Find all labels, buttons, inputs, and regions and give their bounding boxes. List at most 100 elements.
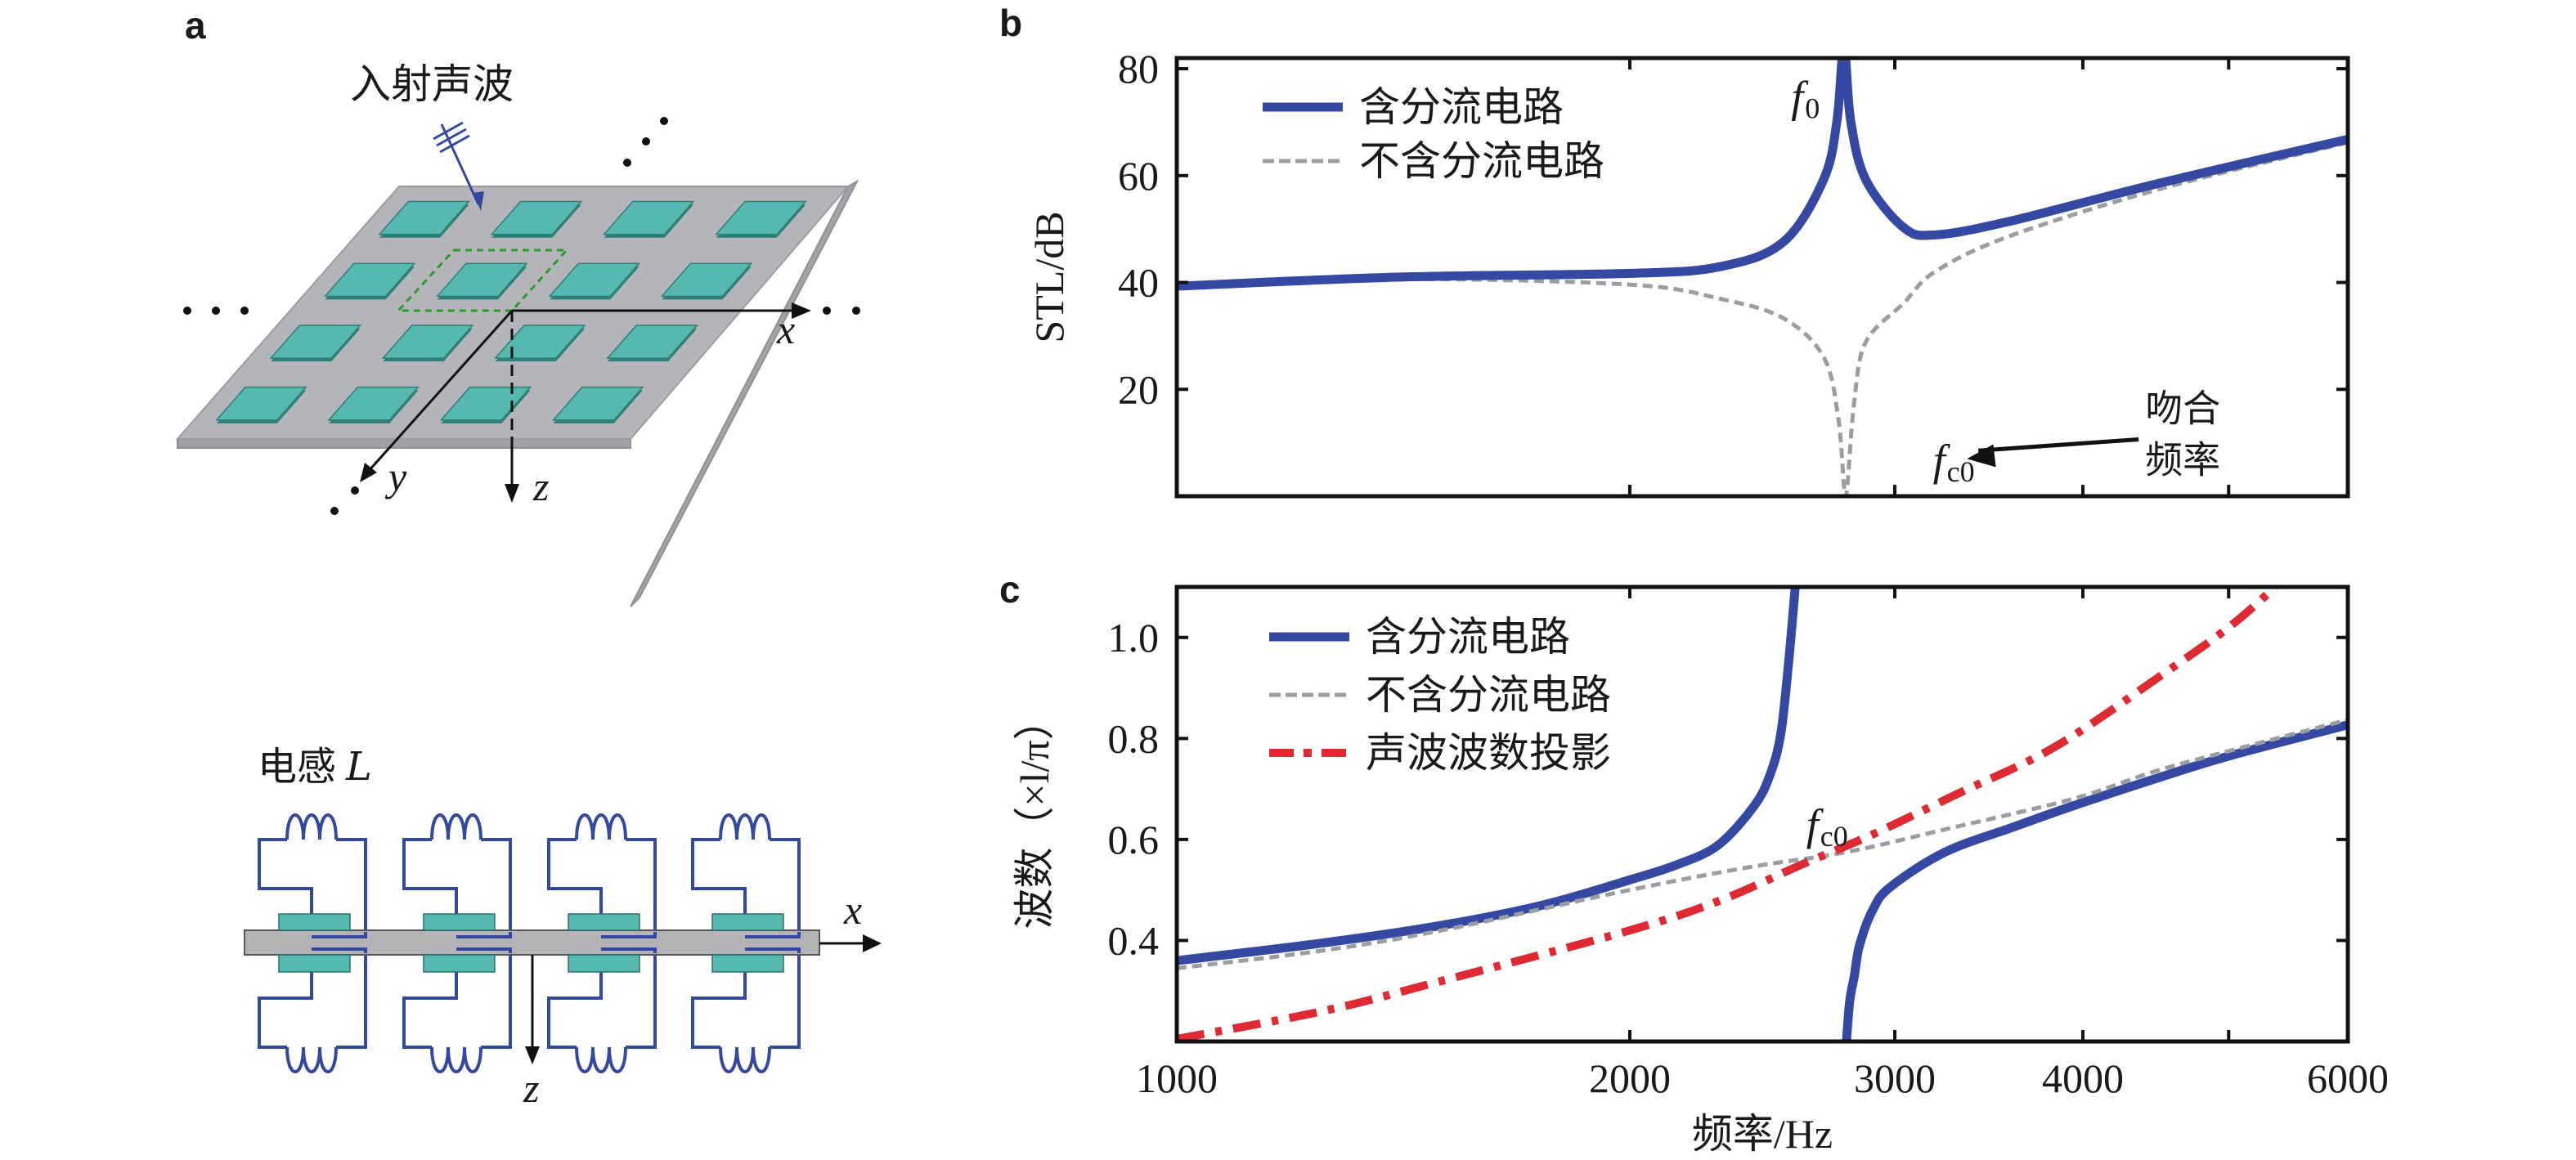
piezo-patch (269, 325, 362, 359)
inductor-coil-icon (430, 813, 482, 840)
annotation-arrow (1978, 437, 2139, 453)
piezo-pad-bottom (423, 954, 496, 973)
inductor-coil-icon (575, 813, 627, 840)
y-axis-title: STL/dB (1026, 211, 1072, 343)
panel-label-b: b (999, 2, 1022, 44)
y-tick-label: 80 (1118, 46, 1159, 92)
series-line-acoustic (1177, 587, 2278, 1041)
y-tick-label: 40 (1118, 260, 1159, 306)
piezo-pad-top (278, 913, 351, 931)
x-arrowhead-icon (792, 302, 811, 319)
beam (244, 929, 820, 956)
panel-c-wavenumber-chart: c 1000 2000 3000 4000 6000 0.4 0.6 0.8 1.0 波数（×l/… (999, 568, 2389, 1157)
piezo-pads (278, 913, 801, 973)
electrode-wire (601, 947, 657, 953)
circuit-z-arrowhead-icon (525, 1046, 540, 1064)
electrode-wire (312, 932, 367, 938)
panel-a-plate-diagram: a 入射声波 x y z (175, 4, 860, 607)
panel-label-a: a (185, 4, 206, 47)
piezo-pad-bottom (278, 954, 351, 973)
piezo-patch (378, 200, 470, 235)
legend-item: 声波波数投影 (1269, 729, 1611, 777)
arrowhead-icon (1967, 444, 1996, 468)
x-tick-label: 2000 (1589, 1055, 1671, 1101)
electrode-wire (456, 932, 512, 938)
y-arrowhead-icon (360, 463, 377, 482)
axis-label-y: y (384, 454, 407, 499)
electrode-wire (601, 932, 657, 938)
plate-side-right (630, 179, 859, 607)
series-group (1177, 587, 2348, 1041)
piezo-patch-array (215, 200, 807, 423)
legend-item: 含分流电路 (1269, 613, 1570, 661)
piezo-pad-top (711, 913, 784, 931)
z-arrowhead-icon (505, 484, 519, 503)
unit-cell-outline (395, 249, 570, 312)
axis-label-z: z (532, 464, 549, 509)
y-tick-label: 0.8 (1108, 715, 1160, 761)
piezo-patch (323, 262, 416, 298)
electrode-wire (745, 947, 801, 953)
panel-label-c: c (999, 568, 1021, 611)
legend-label: 含分流电路 (1366, 613, 1570, 661)
inductor-coil-icon (285, 813, 338, 840)
legend-label: 声波波数投影 (1366, 729, 1611, 777)
piezo-patch (439, 386, 532, 421)
annotation-text: 频率 (2145, 437, 2220, 481)
y-tick-label: 60 (1118, 153, 1159, 199)
plot-frame (1174, 584, 2350, 1044)
legend-label: 含分流电路 (1359, 83, 1564, 131)
panel-a-circuit-diagram: 电感 L x z (244, 744, 882, 1111)
legend-item: 不含分流电路 (1263, 137, 1604, 185)
x-tick-label: 3000 (1854, 1055, 1936, 1101)
piezo-patch (715, 200, 807, 235)
ellipsis-bottom-icon (330, 486, 359, 515)
circuit-x-arrowhead-icon (863, 934, 882, 952)
inductor-coil-icon (719, 813, 771, 840)
annotation-symbol: fc0 (1806, 800, 1848, 853)
annotation-symbol: f0 (1791, 72, 1820, 124)
plot-frame (1174, 56, 2350, 499)
piezo-patch (490, 200, 583, 235)
y-tick-label: 0.4 (1108, 917, 1160, 963)
inductor-coil-icon (719, 1046, 771, 1073)
legend-item: 含分流电路 (1263, 83, 1564, 131)
y-tick-label: 0.6 (1108, 817, 1160, 862)
annotation-text: 吻合 (2145, 386, 2220, 430)
inductor-coil-icon (575, 1046, 627, 1073)
x-tick-label: 1000 (1136, 1055, 1218, 1101)
y-tick-label: 20 (1118, 366, 1159, 412)
incident-wave-arrow-icon (433, 121, 484, 211)
annotations-c: fc0 (1806, 800, 1848, 853)
electrode-wire (312, 947, 367, 953)
plate-side-front (177, 438, 631, 449)
piezo-patch (602, 200, 695, 235)
electrode-wire (456, 947, 512, 953)
piezo-patch (660, 262, 753, 298)
inductor-label: 电感 L (258, 744, 372, 790)
piezo-patch (551, 386, 644, 421)
series-line-shunt (1177, 58, 2348, 291)
x-tick-label: 6000 (2307, 1055, 2389, 1101)
inductor-coil-icon (430, 1046, 482, 1073)
piezo-pad-top (423, 913, 496, 931)
electrode-wire (745, 932, 801, 938)
incident-wave-label: 入射声波 (350, 60, 514, 108)
piezo-patch (327, 386, 420, 421)
y-tick-label: 1.0 (1108, 615, 1160, 661)
legend-label: 不含分流电路 (1359, 137, 1604, 185)
piezo-patch (381, 325, 474, 359)
series-line-shunt-branch-2 (1842, 720, 2348, 1041)
piezo-patch (494, 325, 586, 359)
legend-label: 不含分流电路 (1366, 671, 1611, 719)
plot-area-b: 20 40 60 80 STL/dB (1026, 46, 2350, 499)
ellipsis-left-icon (183, 307, 249, 315)
piezo-pad-top (568, 913, 640, 931)
series-line-no-shunt (1177, 718, 2348, 970)
piezo-pad-bottom (711, 954, 784, 973)
piezo-patch (606, 325, 698, 359)
shunt-circuit-units (258, 813, 801, 1073)
